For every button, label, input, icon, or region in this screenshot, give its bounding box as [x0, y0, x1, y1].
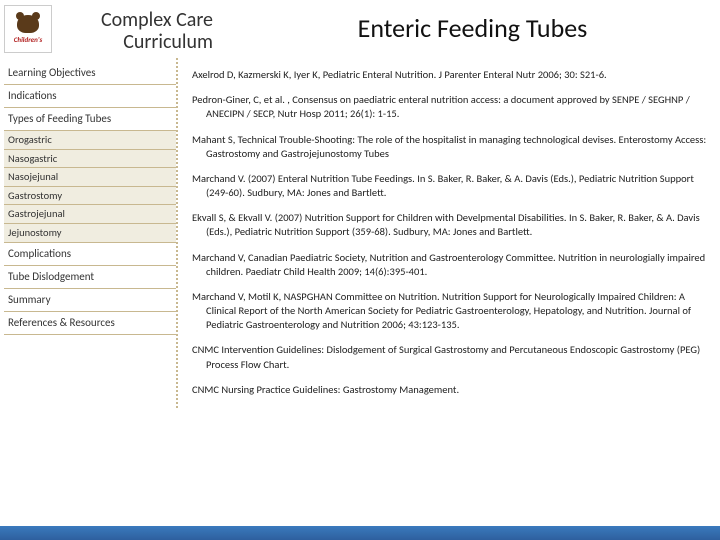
reference-item: Marchand V, Motil K, NASPGHAN Committee … — [192, 290, 710, 333]
sidebar-item[interactable]: Jejunostomy — [4, 224, 176, 243]
reference-item: CNMC Nursing Practice Guidelines: Gastro… — [192, 383, 710, 397]
bear-icon — [17, 15, 39, 33]
sidebar-item[interactable]: Gastrojejunal — [4, 205, 176, 224]
logo-text: Children's — [14, 35, 42, 44]
sidebar-item[interactable]: Learning Objectives — [4, 62, 176, 85]
reference-item: Marchand V, Canadian Paediatric Society,… — [192, 251, 710, 279]
logo-icon: Children's — [4, 5, 52, 53]
footer-bar — [0, 526, 720, 540]
body: Learning ObjectivesIndicationsTypes of F… — [0, 58, 720, 408]
curriculum-title: Complex Care Curriculum — [56, 5, 225, 53]
reference-item: Mahant S, Technical Trouble-Shooting: Th… — [192, 133, 710, 161]
content: Axelrod D, Kazmerski K, Iyer K, Pediatri… — [178, 58, 720, 408]
curriculum-line1: Complex Care — [56, 9, 213, 31]
curriculum-line2: Curriculum — [56, 31, 213, 53]
sidebar-item[interactable]: Types of Feeding Tubes — [4, 108, 176, 131]
reference-item: Axelrod D, Kazmerski K, Iyer K, Pediatri… — [192, 68, 710, 82]
sidebar: Learning ObjectivesIndicationsTypes of F… — [0, 58, 178, 408]
sidebar-item[interactable]: Indications — [4, 85, 176, 108]
sidebar-item[interactable]: Complications — [4, 243, 176, 266]
sidebar-item[interactable]: References & Resources — [4, 312, 176, 335]
sidebar-item[interactable]: Tube Dislodgement — [4, 266, 176, 289]
sidebar-item[interactable]: Gastrostomy — [4, 187, 176, 206]
sidebar-item[interactable]: Orogastric — [4, 131, 176, 150]
sidebar-item[interactable]: Nasojejunal — [4, 168, 176, 187]
sidebar-item[interactable]: Nasogastric — [4, 150, 176, 169]
logo-area: Children's Complex Care Curriculum — [0, 0, 225, 58]
header: Children's Complex Care Curriculum Enter… — [0, 0, 720, 58]
page-title: Enteric Feeding Tubes — [225, 0, 720, 58]
reference-item: Pedron-Giner, C, et al. , Consensus on p… — [192, 93, 710, 121]
reference-item: Marchand V. (2007) Enteral Nutrition Tub… — [192, 172, 710, 200]
reference-item: CNMC Intervention Guidelines: Dislodgeme… — [192, 343, 710, 371]
sidebar-item[interactable]: Summary — [4, 289, 176, 312]
reference-item: Ekvall S, & Ekvall V. (2007) Nutrition S… — [192, 211, 710, 239]
